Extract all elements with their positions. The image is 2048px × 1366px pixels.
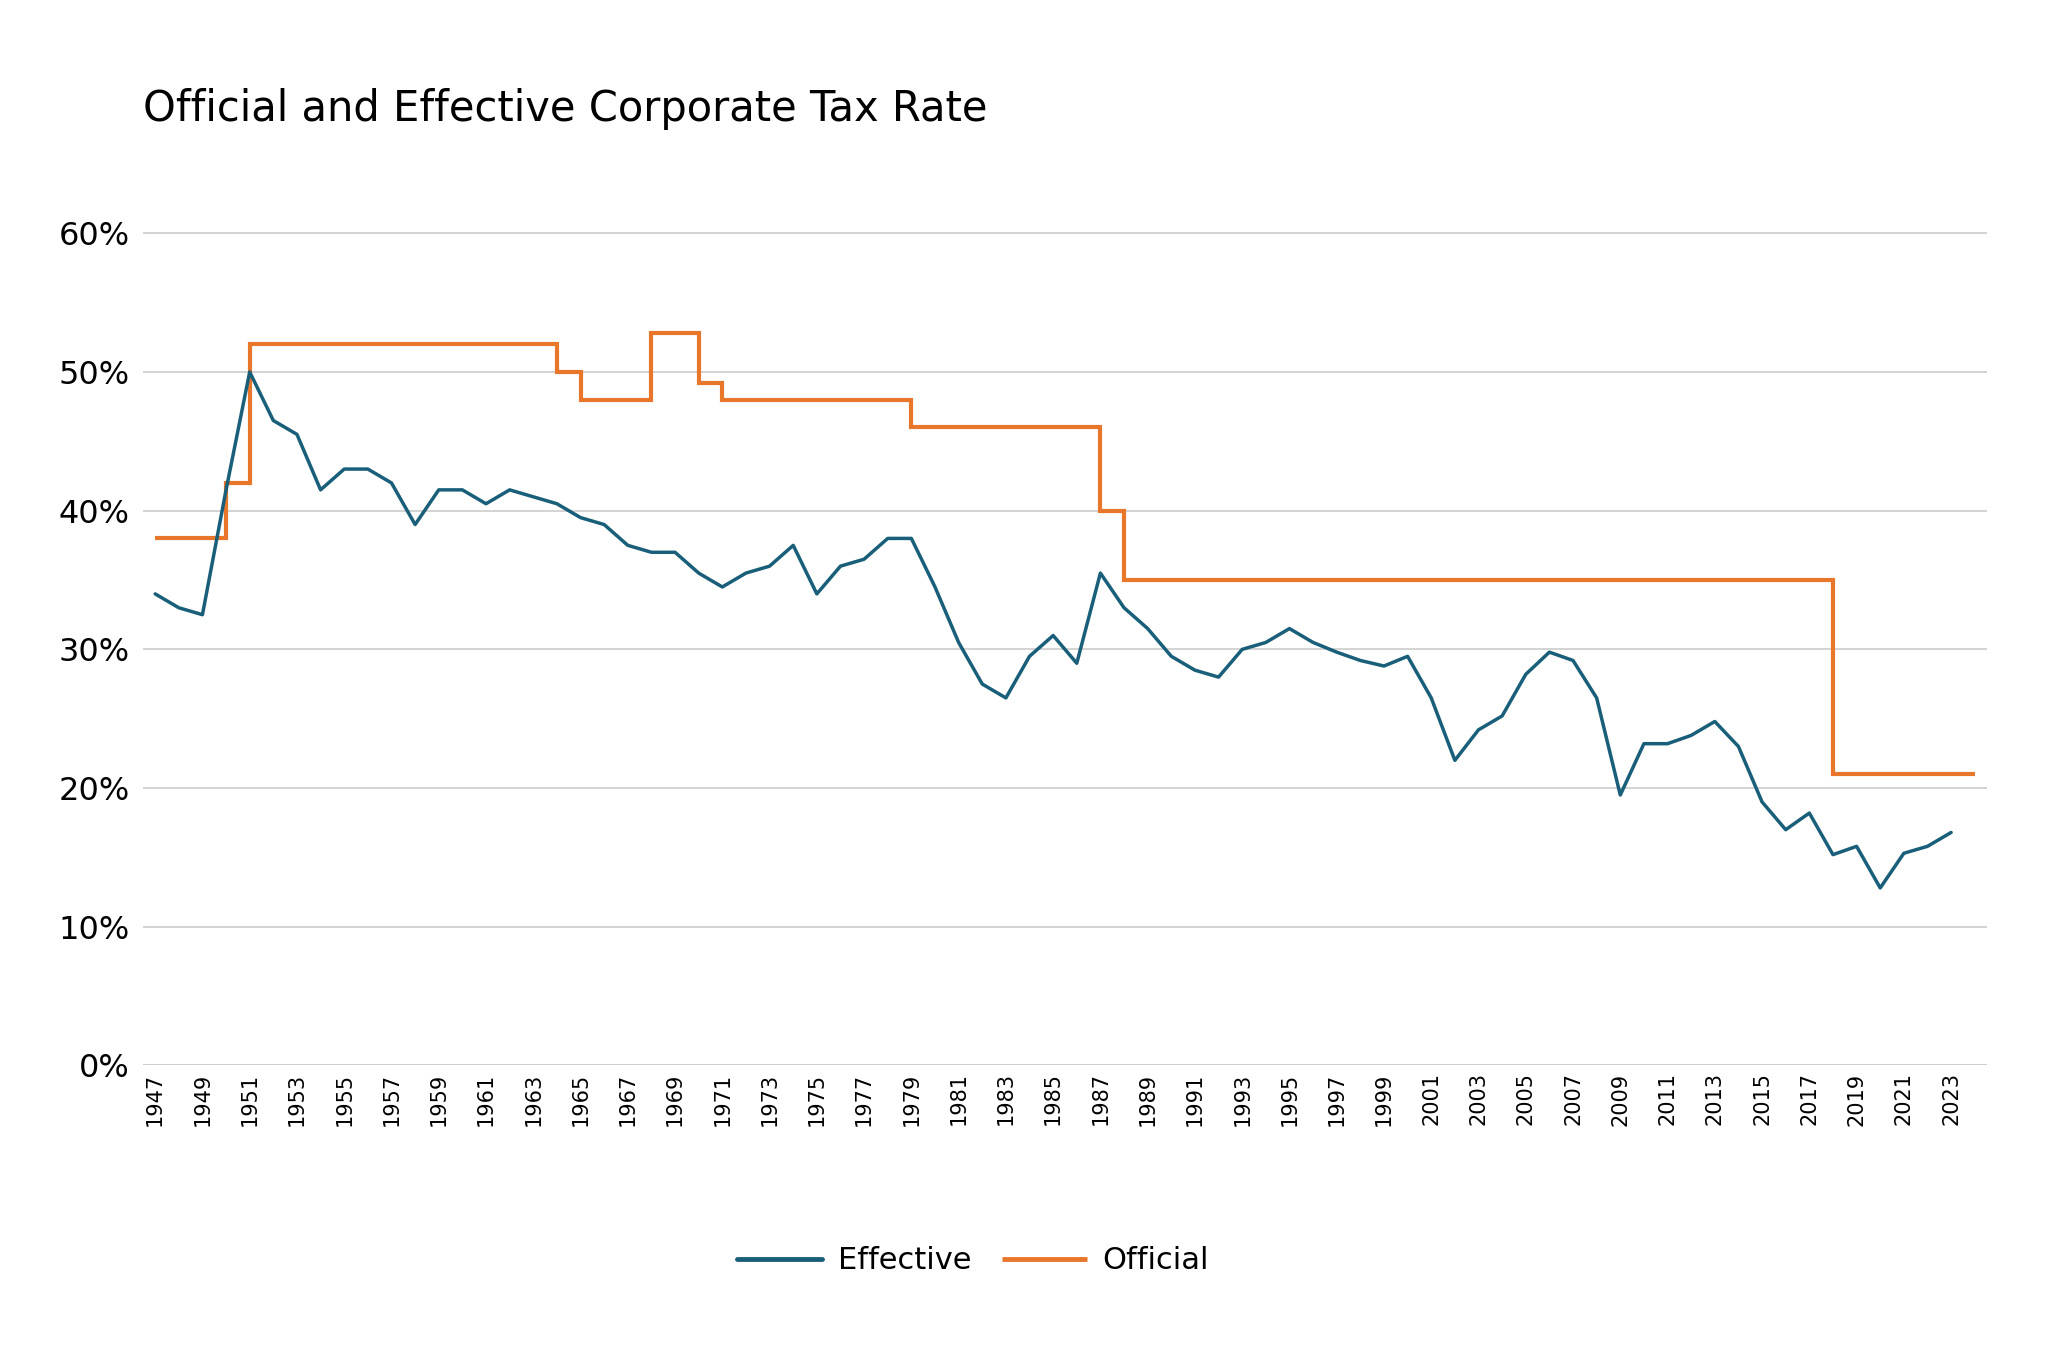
Official [545, 363, 569, 380]
Effective [1939, 824, 1964, 840]
Official [1087, 503, 1112, 519]
Official [686, 325, 711, 342]
Official [1821, 766, 1845, 783]
Official [1112, 503, 1137, 519]
Line: Effective: Effective [156, 372, 1952, 888]
Effective [1868, 880, 1892, 896]
Effective [946, 634, 971, 650]
Effective [1159, 647, 1184, 664]
Effective [780, 537, 805, 553]
Official [639, 392, 664, 408]
Line: Official: Official [156, 333, 1974, 775]
Official [1112, 572, 1137, 589]
Legend: Effective, Official: Effective, Official [725, 1233, 1221, 1288]
Effective [520, 489, 545, 505]
Effective [238, 363, 262, 380]
Official [545, 336, 569, 352]
Official [1962, 766, 1987, 783]
Official [639, 325, 664, 342]
Official [899, 392, 924, 408]
Effective [899, 530, 924, 546]
Official [1087, 419, 1112, 436]
Effective [758, 557, 782, 574]
Official [899, 419, 924, 436]
Effective [143, 586, 168, 602]
Official [213, 530, 238, 546]
Official [711, 374, 735, 391]
Official [567, 392, 592, 408]
Official [213, 475, 238, 492]
Official [567, 363, 592, 380]
Official [238, 475, 262, 492]
Official [238, 336, 262, 352]
Text: Official and Effective Corporate Tax Rate: Official and Effective Corporate Tax Rat… [143, 87, 987, 130]
Official [143, 530, 168, 546]
Official [711, 392, 735, 408]
Official [686, 374, 711, 391]
Official [1821, 572, 1845, 589]
